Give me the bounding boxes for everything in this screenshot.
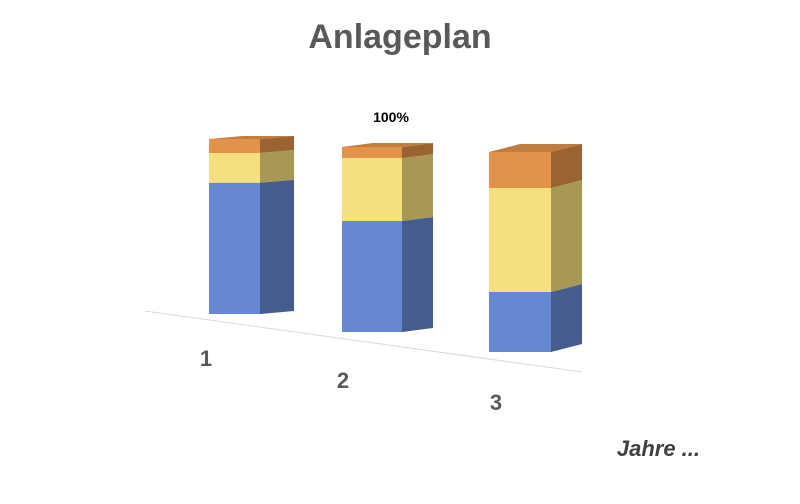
x-axis-floor-line (144, 310, 583, 373)
x-tick-label: 3 (490, 390, 502, 415)
bar-segment-side (551, 180, 582, 292)
bar-segment-front (489, 188, 551, 292)
bar-segment-front (342, 158, 402, 221)
x-tick-label: 1 (200, 346, 212, 371)
bar-segment-side (260, 150, 294, 183)
x-axis-title: Jahre ... (617, 436, 700, 461)
bar-segment-side (402, 217, 433, 332)
bar-segment-side (260, 179, 294, 314)
bar-segment-front (342, 221, 402, 332)
bar-top-cap (209, 136, 294, 139)
bar-segment-side (260, 136, 294, 153)
bar-segment-front (209, 139, 260, 153)
bar-segment-side (402, 143, 433, 159)
chart-title: Anlageplan (308, 18, 492, 56)
bar-segment-front (209, 153, 260, 183)
bar-top-cap (342, 143, 433, 147)
x-tick-label: 2 (337, 368, 349, 393)
data-label: 100% (373, 109, 409, 125)
bar-segment-side (551, 284, 582, 352)
bar-top-cap (489, 144, 582, 152)
bar-segment-front (209, 182, 260, 314)
bar-segment-front (489, 152, 551, 188)
bar-segment-front (342, 147, 402, 159)
bar-segment-side (551, 144, 582, 188)
bar-segment-side (402, 154, 433, 221)
bar-segment-front (489, 292, 551, 352)
